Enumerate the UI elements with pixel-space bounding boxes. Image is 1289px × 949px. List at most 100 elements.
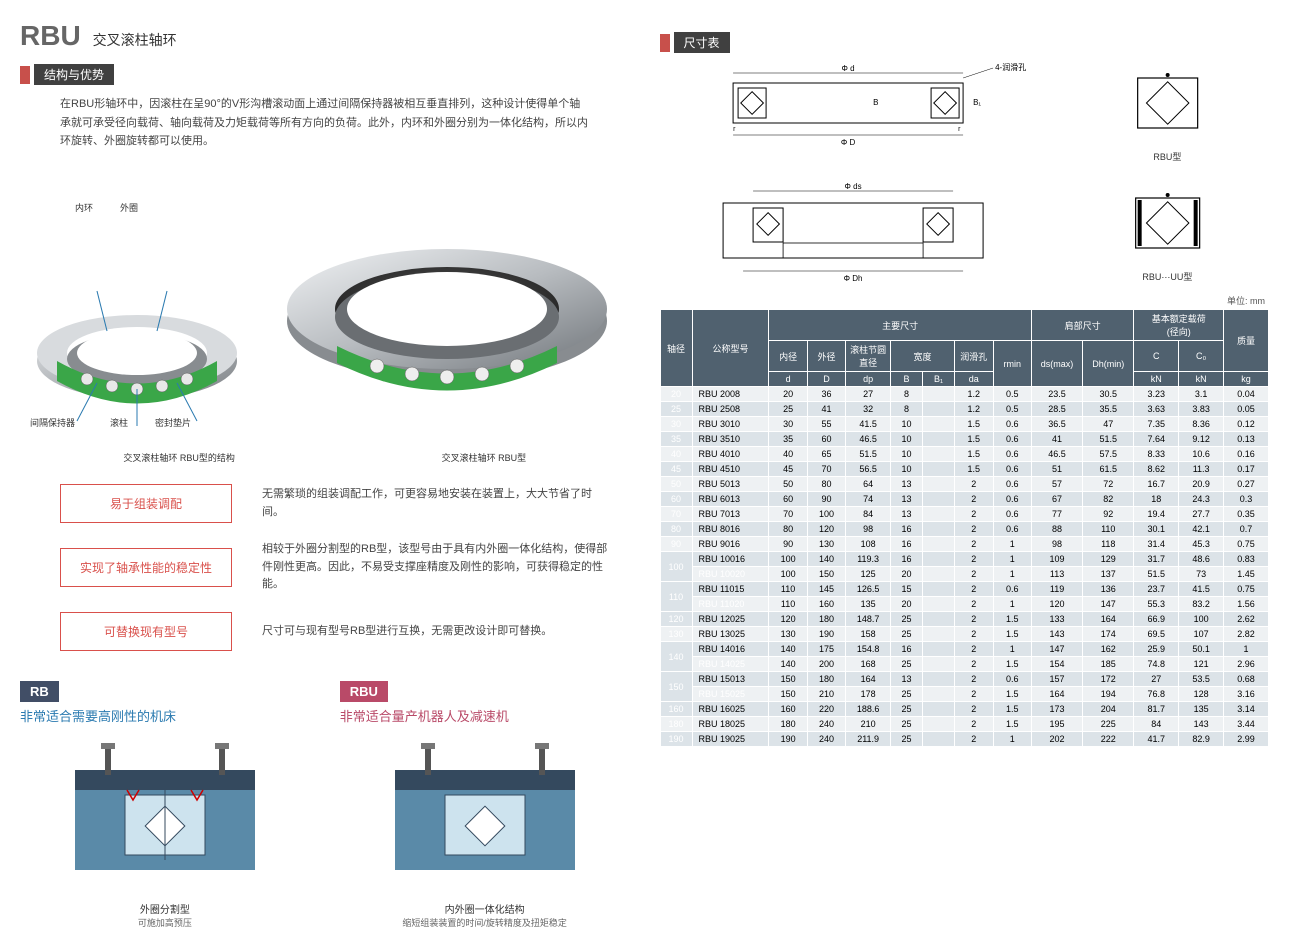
col-kg: kg <box>1224 372 1269 387</box>
cell-C: 81.7 <box>1134 702 1179 717</box>
cell-kg: 0.7 <box>1224 522 1269 537</box>
table-row: 70RBU 701370100841320.6779219.427.70.35 <box>660 507 1269 522</box>
col-kN1: kN <box>1134 372 1179 387</box>
cell-shaft: 35 <box>660 432 692 447</box>
col-pcd: 滚柱节圆 直径 <box>846 341 891 372</box>
cell-B: 16 <box>891 552 923 567</box>
col-load-group: 基本额定载荷 (径向) <box>1134 310 1224 341</box>
cell-kg: 3.16 <box>1224 687 1269 702</box>
cell-model: RBU 7013 <box>692 507 769 522</box>
cell-kg: 0.27 <box>1224 477 1269 492</box>
feature-desc: 无需繁琐的组装调配工作，可更容易地安装在装置上，大大节省了时间。 <box>262 486 610 521</box>
cell-B1 <box>923 432 955 447</box>
cell-C: 7.64 <box>1134 432 1179 447</box>
cell-dhmin: 57.5 <box>1083 447 1134 462</box>
cell-C: 74.8 <box>1134 657 1179 672</box>
cell-shaft: 160 <box>660 702 692 717</box>
cell-model: RBU 5013 <box>692 477 769 492</box>
cell-shaft: 130 <box>660 627 692 642</box>
col-inner: 内径 <box>769 341 807 372</box>
table-row: 190RBU 19025190240211.9252120222241.782.… <box>660 732 1269 747</box>
cell-rmin: 0.5 <box>993 402 1031 417</box>
accent-bar <box>20 66 30 84</box>
cell-shaft: 110 <box>660 582 692 612</box>
cell-C: 25.9 <box>1134 642 1179 657</box>
cell-d: 140 <box>769 657 807 672</box>
cell-dhmin: 92 <box>1083 507 1134 522</box>
lube-label: 4-润滑孔 <box>995 63 1026 72</box>
cell-kg: 2.62 <box>1224 612 1269 627</box>
cell-shaft: 190 <box>660 732 692 747</box>
cell-C: 66.9 <box>1134 612 1179 627</box>
dim-d-label: Φ d <box>841 64 854 73</box>
section-dim-header: 尺寸表 <box>660 32 1270 53</box>
cell-C: 31.7 <box>1134 552 1179 567</box>
cell-dp: 211.9 <box>846 732 891 747</box>
cell-B: 25 <box>891 687 923 702</box>
cell-rmin: 1 <box>993 642 1031 657</box>
cell-d: 100 <box>769 567 807 582</box>
cell-dp: 51.5 <box>846 447 891 462</box>
label-roller: 滚柱 <box>110 416 128 429</box>
cell-model: RBU 10016 <box>692 552 769 567</box>
feature-title: 易于组装调配 <box>60 484 232 523</box>
label-seal: 密封垫片 <box>155 416 191 429</box>
cell-d: 160 <box>769 702 807 717</box>
cell-dsmax: 173 <box>1031 702 1082 717</box>
cell-kg: 0.75 <box>1224 582 1269 597</box>
cell-B1 <box>923 387 955 402</box>
cell-da: 2 <box>955 477 993 492</box>
rbu-tag: RBU <box>340 681 388 702</box>
svg-text:r: r <box>958 126 961 133</box>
cell-model: RBU 14025 <box>692 657 769 672</box>
rb-subcaption: 可施加高预压 <box>20 916 310 929</box>
cell-C0: 10.6 <box>1179 447 1224 462</box>
table-row: 160RBU 16025160220188.62521.517320481.71… <box>660 702 1269 717</box>
cell-d: 150 <box>769 687 807 702</box>
cell-dhmin: 61.5 <box>1083 462 1134 477</box>
cell-C: 55.3 <box>1134 597 1179 612</box>
cell-B: 25 <box>891 657 923 672</box>
cell-dsmax: 143 <box>1031 627 1082 642</box>
cell-D: 120 <box>807 522 845 537</box>
cell-model: RBU 3510 <box>692 432 769 447</box>
cell-rmin: 0.6 <box>993 462 1031 477</box>
feature-desc: 相较于外圈分割型的RB型，该型号由于具有内外圈一体化结构，使得部件刚性更高。因此… <box>262 541 610 594</box>
cell-D: 220 <box>807 702 845 717</box>
dim-D-label: Φ D <box>840 138 855 147</box>
cell-D: 36 <box>807 387 845 402</box>
figure-captions: 交叉滚柱轴环 RBU型的结构 交叉滚柱轴环 RBU型 <box>20 451 630 464</box>
col-shoulder-group: 肩部尺寸 <box>1031 310 1133 341</box>
cell-B1 <box>923 732 955 747</box>
cell-dhmin: 30.5 <box>1083 387 1134 402</box>
col-dp: dp <box>846 372 891 387</box>
cell-model: RBU 3010 <box>692 417 769 432</box>
cell-dsmax: 77 <box>1031 507 1082 522</box>
product-figure: 内环 外圈 间隔保持器 滚柱 密封垫片 <box>20 171 630 431</box>
cell-dp: 164 <box>846 672 891 687</box>
caption-left: 交叉滚柱轴环 RBU型的结构 <box>123 451 235 464</box>
cell-C: 69.5 <box>1134 627 1179 642</box>
cell-d: 45 <box>769 462 807 477</box>
cell-dp: 135 <box>846 597 891 612</box>
cell-B1 <box>923 657 955 672</box>
unit-label: 单位: mm <box>660 294 1266 307</box>
cell-rmin: 0.6 <box>993 447 1031 462</box>
cell-dsmax: 113 <box>1031 567 1082 582</box>
cell-kg: 0.3 <box>1224 492 1269 507</box>
cell-D: 41 <box>807 402 845 417</box>
cell-C: 7.35 <box>1134 417 1179 432</box>
cell-C0: 83.2 <box>1179 597 1224 612</box>
cell-rmin: 1 <box>993 597 1031 612</box>
cell-da: 2 <box>955 582 993 597</box>
cell-C: 3.23 <box>1134 387 1179 402</box>
cell-dhmin: 72 <box>1083 477 1134 492</box>
cell-dhmin: 225 <box>1083 717 1134 732</box>
cell-D: 100 <box>807 507 845 522</box>
cell-B1 <box>923 567 955 582</box>
col-dhmin: Dh(min) <box>1083 341 1134 387</box>
col-d: d <box>769 372 807 387</box>
cell-da: 1.5 <box>955 462 993 477</box>
cell-shaft: 100 <box>660 552 692 582</box>
cell-rmin: 1.5 <box>993 702 1031 717</box>
